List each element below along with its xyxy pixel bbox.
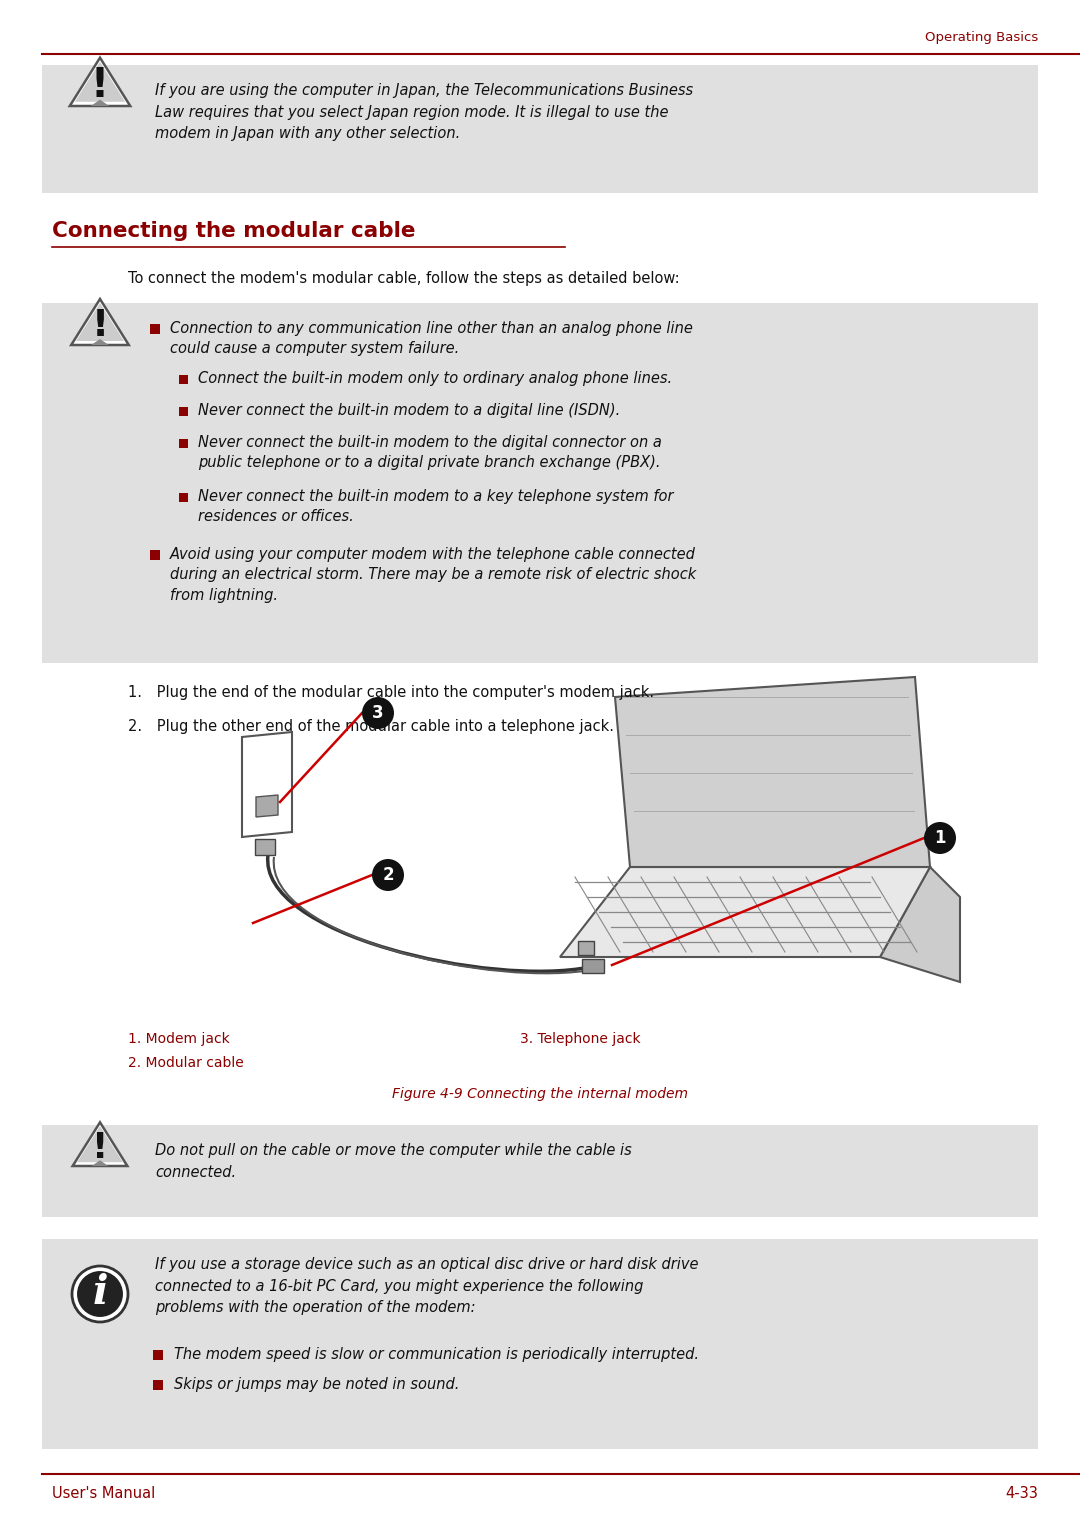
- Text: Connection to any communication line other than an analog phone line
could cause: Connection to any communication line oth…: [170, 320, 693, 357]
- Text: User's Manual: User's Manual: [52, 1486, 156, 1502]
- Polygon shape: [578, 942, 594, 955]
- Circle shape: [77, 1271, 123, 1317]
- Bar: [178, 406, 188, 415]
- Polygon shape: [70, 58, 131, 105]
- Text: Never connect the built-in modem to a digital line (ISDN).: Never connect the built-in modem to a di…: [198, 403, 620, 418]
- Text: Connect the built-in modem only to ordinary analog phone lines.: Connect the built-in modem only to ordin…: [198, 371, 672, 386]
- Text: !: !: [91, 66, 109, 105]
- Text: Do not pull on the cable or move the computer while the cable is
connected.: Do not pull on the cable or move the com…: [156, 1143, 632, 1180]
- Polygon shape: [72, 1122, 127, 1166]
- Polygon shape: [71, 299, 129, 345]
- Text: !: !: [92, 1131, 108, 1164]
- Text: The modem speed is slow or communication is periodically interrupted.: The modem speed is slow or communication…: [174, 1347, 699, 1363]
- Polygon shape: [582, 958, 604, 974]
- Polygon shape: [77, 1126, 123, 1163]
- FancyBboxPatch shape: [42, 304, 1038, 662]
- Text: Connecting the modular cable: Connecting the modular cable: [52, 221, 416, 241]
- Bar: [150, 324, 160, 334]
- Text: 1: 1: [934, 829, 946, 847]
- Text: 2: 2: [382, 865, 394, 884]
- Bar: [178, 493, 188, 502]
- Polygon shape: [255, 839, 275, 855]
- Polygon shape: [615, 678, 930, 867]
- FancyBboxPatch shape: [42, 66, 1038, 192]
- Text: 4-33: 4-33: [1005, 1486, 1038, 1502]
- Polygon shape: [76, 304, 124, 340]
- Text: If you are using the computer in Japan, the Telecommunications Business
Law requ: If you are using the computer in Japan, …: [156, 82, 693, 142]
- Polygon shape: [880, 867, 960, 983]
- Text: If you use a storage device such as an optical disc drive or hard disk drive
con: If you use a storage device such as an o…: [156, 1257, 699, 1315]
- Polygon shape: [91, 339, 109, 345]
- Text: To connect the modem's modular cable, follow the steps as detailed below:: To connect the modem's modular cable, fo…: [129, 272, 679, 285]
- Bar: [153, 1351, 163, 1360]
- Polygon shape: [561, 867, 930, 957]
- Circle shape: [372, 859, 404, 891]
- Text: i: i: [92, 1273, 108, 1312]
- Bar: [178, 438, 188, 447]
- Text: 2. Modular cable: 2. Modular cable: [129, 1056, 244, 1070]
- Text: 2.  Plug the other end of the modular cable into a telephone jack.: 2. Plug the other end of the modular cab…: [129, 719, 615, 734]
- Text: Operating Basics: Operating Basics: [924, 32, 1038, 44]
- Circle shape: [924, 823, 956, 855]
- Text: Never connect the built-in modem to the digital connector on a
public telephone : Never connect the built-in modem to the …: [198, 435, 662, 470]
- Polygon shape: [91, 99, 109, 105]
- Polygon shape: [242, 732, 292, 836]
- FancyBboxPatch shape: [42, 1125, 1038, 1218]
- Text: !: !: [92, 308, 109, 343]
- Polygon shape: [92, 1160, 108, 1166]
- Text: 1.  Plug the end of the modular cable into the computer's modem jack.: 1. Plug the end of the modular cable int…: [129, 685, 654, 700]
- Bar: [153, 1380, 163, 1390]
- Bar: [150, 549, 160, 560]
- Text: Skips or jumps may be noted in sound.: Skips or jumps may be noted in sound.: [174, 1376, 459, 1392]
- Text: Avoid using your computer modem with the telephone cable connected
during an ele: Avoid using your computer modem with the…: [170, 546, 697, 603]
- Text: 3: 3: [373, 703, 383, 722]
- Text: 3. Telephone jack: 3. Telephone jack: [519, 1032, 640, 1045]
- Circle shape: [362, 697, 394, 729]
- Circle shape: [72, 1267, 129, 1322]
- Text: Never connect the built-in modem to a key telephone system for
residences or off: Never connect the built-in modem to a ke…: [198, 488, 674, 525]
- Polygon shape: [256, 795, 278, 816]
- FancyBboxPatch shape: [42, 1239, 1038, 1450]
- Bar: [178, 374, 188, 383]
- Polygon shape: [75, 63, 125, 102]
- Text: 1. Modem jack: 1. Modem jack: [129, 1032, 230, 1045]
- Text: Figure 4-9 Connecting the internal modem: Figure 4-9 Connecting the internal modem: [392, 1087, 688, 1100]
